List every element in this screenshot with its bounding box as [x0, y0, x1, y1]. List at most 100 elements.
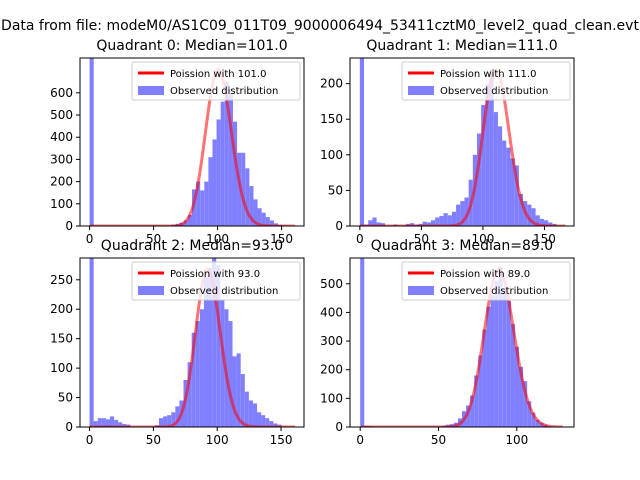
- chart-panel-1: 0 50 100 150 0 50 100 150 200 Quadrant 1: Median=…: [320, 38, 575, 246]
- histogram-bar: [510, 158, 515, 226]
- legend-bar-swatch: [138, 86, 164, 95]
- histogram-bar: [208, 157, 213, 226]
- histogram-bar: [224, 81, 229, 226]
- legend: Poission with 101.0 Observed distribution: [131, 61, 301, 101]
- histogram-bar: [167, 415, 172, 427]
- y-tick-label: 0: [335, 420, 343, 434]
- histogram-bar: [245, 168, 250, 226]
- y-tick-label: 250: [50, 273, 73, 287]
- y-tick-label: 300: [320, 334, 343, 348]
- y-tick-label: 50: [328, 183, 343, 197]
- histogram-bar: [527, 204, 532, 226]
- histogram-bar: [159, 418, 164, 427]
- x-tick-label: 150: [270, 433, 293, 447]
- histogram-bar: [531, 412, 536, 427]
- histogram-bar: [422, 221, 427, 226]
- histogram-bar: [481, 104, 486, 226]
- histogram-bar: [261, 212, 266, 226]
- histogram-bar: [191, 332, 196, 427]
- histogram-bar: [527, 401, 532, 427]
- chart-title: Quadrant 3: Median=89.0: [371, 238, 553, 254]
- histogram-bar: [109, 416, 115, 427]
- histogram-bar: [523, 381, 528, 427]
- histogram-bar: [486, 306, 491, 427]
- histogram-bar: [478, 355, 483, 427]
- histogram-bar: [118, 422, 123, 427]
- y-tick-label: 200: [320, 363, 343, 377]
- legend: Poission with 89.0 Observed distribution: [401, 261, 571, 301]
- histogram-bar: [237, 152, 242, 226]
- histogram-bar: [502, 289, 507, 427]
- y-tick-label: 500: [320, 277, 343, 291]
- histogram-bar: [474, 375, 479, 427]
- y-tick-label: 200: [50, 175, 73, 189]
- histogram-bar: [514, 346, 520, 427]
- histogram-bar: [485, 83, 490, 226]
- legend-bar-label: Observed distribution: [440, 286, 548, 297]
- histogram-bar: [273, 423, 278, 427]
- histogram-bar: [212, 139, 217, 226]
- legend-bar-label: Observed distribution: [440, 86, 548, 97]
- y-tick-label: 400: [320, 305, 343, 319]
- histogram-bar: [269, 220, 274, 226]
- histogram-bar: [89, 58, 94, 226]
- chart-title: Quadrant 0: Median=101.0: [96, 38, 287, 54]
- histogram-bar: [196, 181, 201, 226]
- chart-panel-0: 0 50 100 150 0 100 200 300 400 500 600 Quadrant 0: …: [50, 38, 305, 246]
- chart-title: Quadrant 2: Median=93.0: [101, 238, 283, 254]
- chart-panel-2: 0 50 100 150 0 50 100 150 200 250 Quadrant 2: Medi…: [50, 238, 305, 447]
- histogram-bar: [232, 356, 237, 427]
- histogram-bar: [466, 405, 471, 427]
- x-tick-label: 50: [146, 232, 161, 246]
- histogram-bar: [470, 395, 475, 427]
- histogram-bar: [518, 193, 524, 226]
- histogram-bar: [482, 329, 487, 427]
- histogram-bar: [257, 208, 262, 226]
- axes-frame: [79, 257, 305, 428]
- x-tick-label: 0: [86, 232, 94, 246]
- histogram-bar: [506, 300, 511, 427]
- histogram-bar: [494, 280, 499, 427]
- figure-suptitle: Data from file: modeM0/AS1C09_011T09_900…: [1, 18, 639, 34]
- y-tick-label: 400: [50, 130, 73, 144]
- x-tick-label: 100: [206, 232, 229, 246]
- histogram-bar: [265, 418, 270, 427]
- histogram-bar: [265, 217, 270, 226]
- histogram-bar: [460, 201, 465, 226]
- legend: Poission with 93.0 Observed distribution: [131, 261, 301, 301]
- histogram-bar: [228, 92, 233, 226]
- histogram-bar: [101, 418, 106, 427]
- histogram-bar: [506, 147, 511, 226]
- histogram-bar: [269, 421, 274, 427]
- histogram-bar: [360, 258, 365, 427]
- x-tick-label: 100: [206, 433, 229, 447]
- histogram-bar: [489, 69, 494, 226]
- x-tick-label: 100: [505, 433, 528, 447]
- y-tick-label: 100: [50, 361, 73, 375]
- histogram-bar: [236, 353, 241, 427]
- legend-bar-label: Observed distribution: [170, 286, 278, 297]
- legend-line-label: Poission with 111.0: [440, 69, 536, 80]
- histogram-bar: [430, 220, 436, 226]
- histogram-bar: [439, 216, 444, 226]
- axes-frame: [79, 57, 305, 227]
- histogram-bar: [195, 321, 200, 427]
- histogram-bar: [241, 152, 246, 226]
- x-tick-label: 50: [414, 232, 429, 246]
- histogram-bar: [464, 197, 469, 226]
- histogram-bar: [114, 419, 119, 427]
- x-tick-label: 50: [146, 433, 161, 447]
- legend-box: [131, 261, 301, 301]
- histogram-bar: [257, 412, 262, 427]
- histogram-bar: [228, 321, 233, 427]
- histogram-bar: [514, 165, 519, 226]
- histogram-bar: [543, 220, 549, 226]
- histogram-bar: [187, 214, 192, 226]
- histogram-bar: [426, 222, 431, 226]
- histogram-bar: [372, 217, 377, 226]
- axes-frame: [349, 57, 575, 227]
- histogram-bar: [89, 258, 94, 427]
- legend-line-label: Poission with 101.0: [170, 69, 266, 80]
- legend-box: [401, 61, 571, 101]
